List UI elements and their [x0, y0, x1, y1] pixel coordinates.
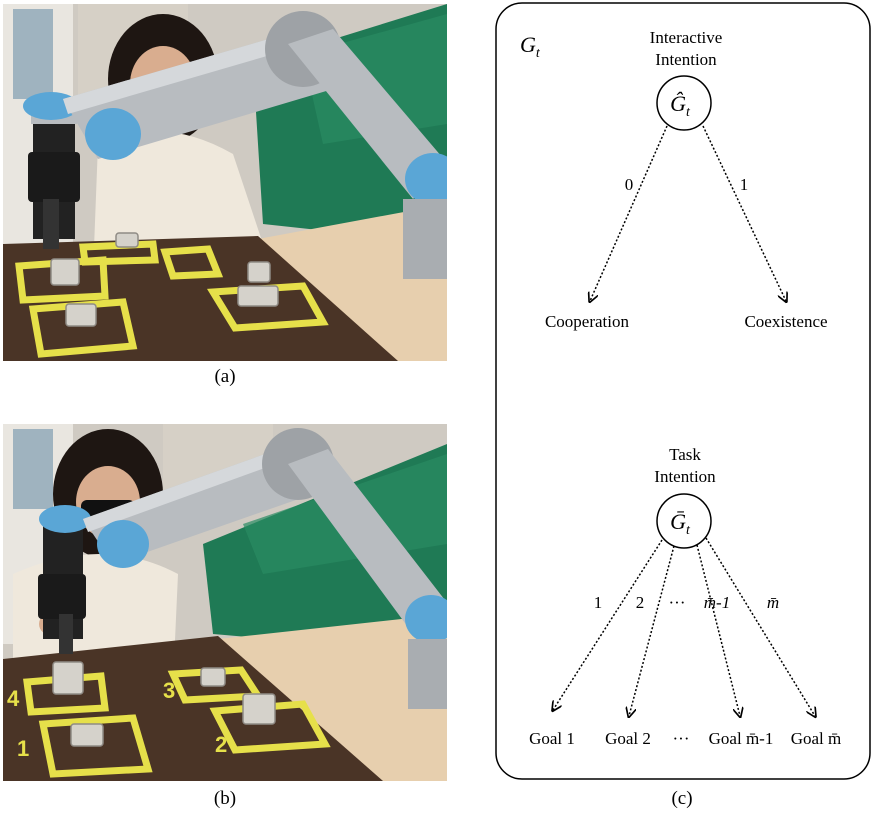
goal-label-2: 2 — [215, 732, 227, 757]
task-title-line1: Task — [669, 445, 701, 464]
task-title-line2: Intention — [654, 467, 716, 486]
interactive-title-line2: Intention — [655, 50, 717, 69]
interactive-node-label: Ĝt — [670, 91, 691, 120]
task-branch-label-1: 1 — [594, 593, 603, 612]
task-branch-m — [705, 537, 815, 716]
goal-label-1: 1 — [17, 736, 29, 761]
corner-label: Gt — [520, 32, 541, 61]
task-branch-label-m-minus-1: m̄-1 — [704, 593, 730, 612]
interactive-branch-1 — [702, 125, 786, 301]
task-branch-1 — [553, 539, 663, 710]
caption-b: (b) — [213, 788, 237, 809]
task-node-label: Ḡt — [670, 509, 691, 538]
branch-label-1: 1 — [740, 175, 749, 194]
task-branch-ellipsis: ··· — [669, 593, 686, 612]
task-branch-label-2: 2 — [636, 593, 645, 612]
leaf-goal-2: Goal 2 — [605, 729, 651, 748]
leaf-goal-m-minus-1: Goal m̄-1 — [709, 729, 774, 748]
task-branch-label-m: m̄ — [767, 593, 779, 612]
caption-c: (c) — [671, 788, 693, 809]
leaf-goal-m: Goal m̄ — [791, 729, 842, 748]
leaf-goal-1: Goal 1 — [529, 729, 575, 748]
task-node — [656, 493, 712, 549]
photo-a — [3, 4, 447, 361]
branch-label-0: 0 — [625, 175, 634, 194]
interactive-title-line1: Interactive — [650, 28, 723, 47]
photo-b: 1 2 3 4 — [3, 424, 447, 781]
leaf-ellipsis: ··· — [673, 729, 690, 748]
leaf-cooperation: Cooperation — [545, 312, 630, 331]
goal-label-4: 4 — [7, 686, 20, 711]
leaf-coexistence: Coexistence — [744, 312, 827, 331]
caption-a: (a) — [214, 366, 236, 387]
task-branch-m-minus-1 — [696, 544, 740, 716]
interactive-node — [656, 75, 712, 131]
task-branch-2 — [629, 545, 675, 716]
goal-label-3: 3 — [163, 678, 175, 703]
interactive-branch-0 — [590, 125, 668, 301]
diagram-frame — [495, 2, 871, 780]
